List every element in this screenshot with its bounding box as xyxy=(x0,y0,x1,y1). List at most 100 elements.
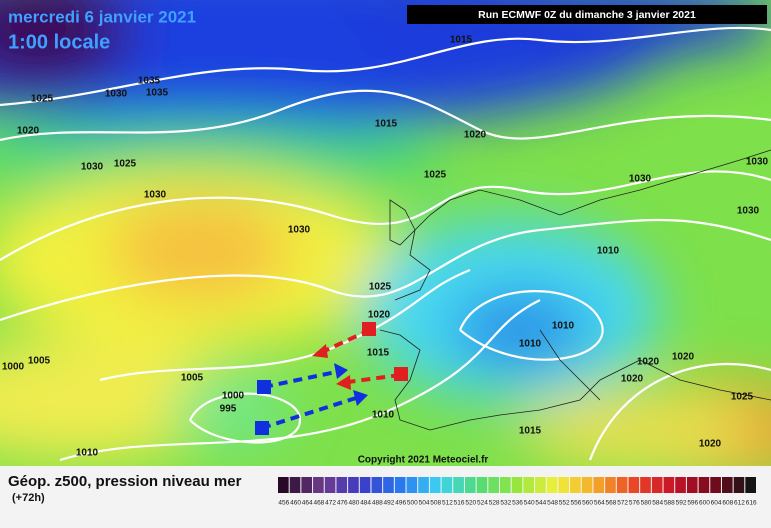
colorbar-label: 548 xyxy=(547,500,558,507)
colorbar-label: 588 xyxy=(664,500,675,507)
isobar-label: 1020 xyxy=(637,357,660,368)
isobar-lines xyxy=(0,26,771,462)
isobar-label: 1015 xyxy=(519,426,542,437)
colorbar-swatch xyxy=(698,477,710,493)
isobar-label: 1030 xyxy=(629,174,652,185)
colorbar-label: 596 xyxy=(687,500,698,507)
colorbar-swatch xyxy=(429,477,441,493)
colorbar-label: 520 xyxy=(465,500,476,507)
isobar-label: 1000 xyxy=(2,362,25,373)
colorbar-label: 512 xyxy=(442,500,453,507)
colorbar-label: 560 xyxy=(582,500,593,507)
colorbar-swatch xyxy=(546,477,558,493)
footer-lead: (+72h) xyxy=(12,492,45,504)
colorbar-swatch xyxy=(558,477,570,493)
colorbar-label: 552 xyxy=(559,500,570,507)
coastlines xyxy=(379,149,771,431)
isobar-label: 1035 xyxy=(138,76,161,87)
colorbar-label: 568 xyxy=(606,500,617,507)
isobar-label: 1025 xyxy=(369,282,392,293)
isobar-label: 1015 xyxy=(367,348,390,359)
colorbar-label: 500 xyxy=(407,500,418,507)
colorbar-swatch xyxy=(581,477,593,493)
isobar-label: 1005 xyxy=(181,373,204,384)
colorbar-label: 472 xyxy=(325,500,336,507)
isobar-label: 1010 xyxy=(552,321,575,332)
colorbar-swatch xyxy=(686,477,698,493)
isobar-label: 1035 xyxy=(146,88,169,99)
colorbar-swatch xyxy=(605,477,616,493)
colorbar-label: 528 xyxy=(489,500,500,507)
run-box xyxy=(407,5,767,24)
colorbar-label: 476 xyxy=(337,500,348,507)
colorbar-label: 468 xyxy=(313,500,324,507)
colorbar-label: 488 xyxy=(372,500,383,507)
colorbar-swatch xyxy=(348,477,359,493)
time: 1:00 locale xyxy=(8,31,110,53)
colorbar-label: 580 xyxy=(641,500,652,507)
colorbar-swatch xyxy=(675,477,686,493)
colorbar-label: 608 xyxy=(722,500,733,507)
footer-title: Géop. z500, pression niveau mer xyxy=(8,473,242,490)
colorbar-swatch xyxy=(663,477,675,493)
isobar-label: 1020 xyxy=(17,126,40,137)
colorbar-swatch xyxy=(406,477,418,493)
colorbar-swatch xyxy=(593,477,605,493)
isobar-label: 1020 xyxy=(464,130,487,141)
run: Run ECMWF 0Z du dimanche 3 janvier 2021 xyxy=(478,9,696,21)
isobar-label: 1010 xyxy=(372,410,395,421)
colorbar-swatch xyxy=(616,477,628,493)
colorbar-label: 536 xyxy=(512,500,523,507)
colorbar-swatch xyxy=(383,477,394,493)
colorbar-label: 572 xyxy=(617,500,628,507)
colorbar-swatch xyxy=(289,477,301,493)
colorbar-swatch xyxy=(733,477,745,493)
colorbar-swatch xyxy=(523,477,535,493)
colorbar-swatch xyxy=(453,477,464,493)
colorbar-label: 584 xyxy=(652,500,663,507)
isobar-label: 1015 xyxy=(375,119,398,130)
colorbar-label: 540 xyxy=(524,500,535,507)
colorbar-swatch xyxy=(278,477,289,493)
colorbar-label: 592 xyxy=(676,500,687,507)
colorbar-swatch xyxy=(336,477,348,493)
colorbar-label: 508 xyxy=(430,500,441,507)
isobar-label: 1030 xyxy=(746,157,769,168)
isobar-label: 1010 xyxy=(519,339,542,350)
colorbar-swatch xyxy=(359,477,371,493)
colorbar-swatch xyxy=(499,477,511,493)
colorbar-label: 460 xyxy=(290,500,301,507)
colorbar-label: 612 xyxy=(734,500,745,507)
isobar-label: 995 xyxy=(220,404,237,415)
colorbar-swatch xyxy=(511,477,523,493)
map-background xyxy=(0,0,771,480)
isobar-label: 1030 xyxy=(81,162,104,173)
colorbar-label: 496 xyxy=(395,500,406,507)
isobar-label: 1010 xyxy=(76,448,99,459)
date: mercredi 6 janvier 2021 xyxy=(8,7,196,26)
colorbar-swatch xyxy=(535,477,546,493)
colorbar-label: 524 xyxy=(477,500,488,507)
colorbar-swatch xyxy=(745,477,756,493)
colorbar-swatch xyxy=(628,477,640,493)
isobar-label: 1030 xyxy=(288,225,311,236)
colorbar-swatch xyxy=(488,477,499,493)
isobar-label: 1020 xyxy=(621,374,644,385)
isobar-label: 1000 xyxy=(222,391,245,402)
colorbar-swatch xyxy=(371,477,383,493)
colorbar-label: 600 xyxy=(699,500,710,507)
footer xyxy=(0,466,771,523)
colorbar-swatch xyxy=(324,477,336,493)
colorbar-swatch xyxy=(441,477,453,493)
colorbar-swatch xyxy=(640,477,651,493)
colorbar-swatch xyxy=(464,477,476,493)
colorbar-label: 480 xyxy=(349,500,360,507)
colorbar-swatch xyxy=(301,477,313,493)
isobar-label: 1025 xyxy=(31,94,54,105)
colorbar-swatch xyxy=(651,477,663,493)
colorbar-label: 504 xyxy=(419,500,430,507)
colorbar-swatch xyxy=(710,477,721,493)
colorbar-label: 492 xyxy=(384,500,395,507)
colorbar-label: 544 xyxy=(535,500,546,507)
